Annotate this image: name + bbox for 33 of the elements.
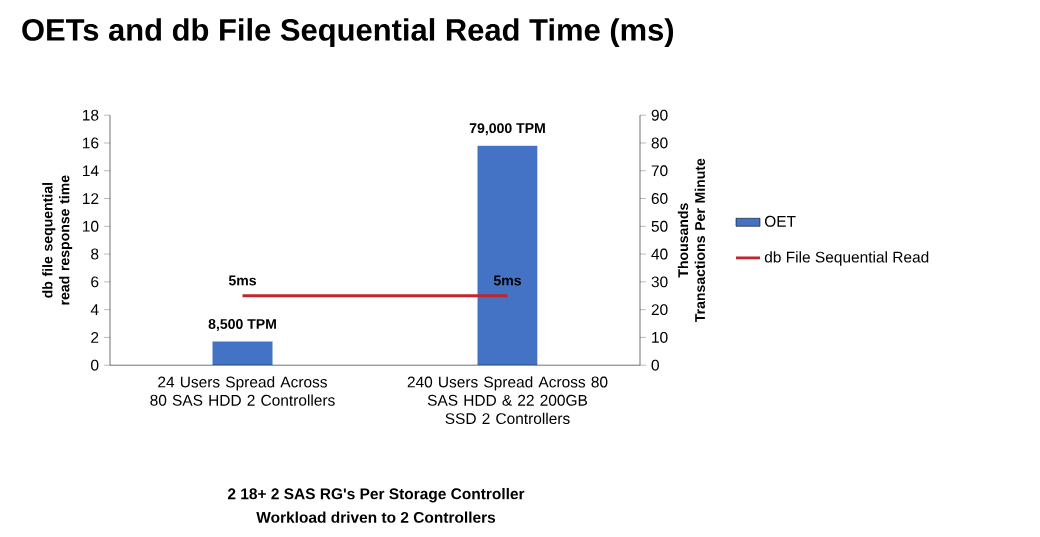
x-tick-label: 240 Users Spread Across 80 SAS HDD & 22 200GB SSD 2 Controllers [407, 376, 608, 424]
text: 2 18+ 2 SAS RG's Per Storage Controller [227, 487, 525, 503]
text: Workload driven to 2 Controllers [256, 511, 496, 523]
y2-tick-label: 10 [652, 331, 668, 343]
y2-tick-label: 40 [651, 248, 668, 260]
y-axis-title: db file sequential read response time [42, 175, 73, 305]
y2-axis-title: Thousands Transactions Per Minute [677, 158, 706, 322]
y2-tick-label: 80 [651, 137, 668, 149]
chart-title: OETs and db File Sequential Read Time (ms) [22, 18, 674, 47]
y-tick-label: 18 [83, 109, 99, 121]
y2-tick-label: 30 [651, 276, 668, 288]
y-tick-label: 14 [83, 165, 99, 176]
y2-tick-label: 60 [651, 192, 668, 204]
y-tick-label: 6 [91, 276, 99, 288]
y-tick-label: 16 [83, 137, 99, 149]
y2-tick-label: 70 [651, 165, 668, 177]
y2-tick-label: 20 [651, 304, 668, 316]
legend-label: db File Sequential Read [764, 251, 929, 266]
data-label: 5ms [228, 275, 256, 286]
y-tick-label: 2 [91, 331, 99, 343]
y-tick-label: 10 [83, 220, 99, 232]
y2-tick-label: 0 [651, 359, 659, 371]
y-tick-label: 0 [91, 359, 99, 371]
legend-label: OET [764, 215, 796, 227]
y2-tick-label: 90 [651, 109, 668, 121]
data-label: 5ms [493, 275, 521, 286]
annotation: 79,000 TPM [469, 123, 545, 136]
y-tick-label: 12 [83, 193, 99, 204]
y2-tick-label: 50 [651, 220, 668, 232]
y-tick-label: 4 [90, 304, 99, 315]
x-tick-label: 24 Users Spread Across 80 SAS HDD 2 Controllers [150, 376, 335, 406]
y-tick-label: 8 [91, 248, 99, 260]
annotation: 8,500 TPM [208, 318, 276, 331]
